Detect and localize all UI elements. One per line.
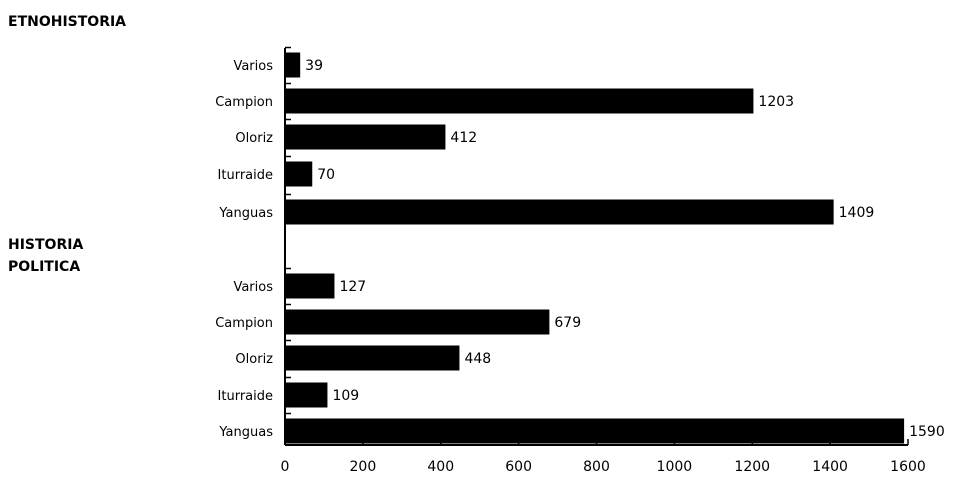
- x-ticks: 0 200 400 600 800 1000 1200 1400 1600: [281, 439, 926, 475]
- value-label: 1203: [758, 94, 794, 110]
- x-tick-label: 800: [583, 459, 610, 475]
- category-label: Yanguas: [218, 206, 273, 221]
- category-labels: Varios Campion Oloriz Iturraide Yanguas Vario…: [215, 59, 273, 440]
- bar-2-oloriz: [285, 345, 460, 371]
- x-tick-label: 0: [281, 459, 290, 475]
- category-label: Varios: [233, 280, 273, 295]
- group-labels: ETNOHISTORIA HISTORIA POLITICA: [8, 14, 126, 275]
- x-tick-label: 1000: [657, 459, 693, 475]
- category-label: Oloriz: [235, 352, 273, 367]
- x-tick-label: 200: [350, 459, 377, 475]
- bar-1-iturraide: [285, 161, 313, 187]
- category-label: Varios: [233, 59, 273, 74]
- value-label: 109: [332, 388, 359, 404]
- bar-2-varios: [285, 273, 335, 299]
- x-tick-label: 400: [427, 459, 454, 475]
- bar-2-yanguas: [285, 418, 905, 444]
- value-label: 127: [339, 279, 366, 295]
- group-label-2-line-2: POLITICA: [8, 259, 80, 275]
- bars: [285, 52, 905, 444]
- value-label: 39: [305, 58, 323, 74]
- value-label: 1409: [839, 205, 875, 221]
- value-label: 1590: [909, 424, 945, 440]
- bar-1-campion: [285, 88, 754, 114]
- bar-2-campion: [285, 309, 550, 335]
- value-labels: 39 1203 412 70 1409 127 679 448 109 1590: [305, 58, 945, 440]
- x-tick-label: 1400: [812, 459, 848, 475]
- category-label: Campion: [215, 316, 273, 331]
- category-label: Iturraide: [218, 389, 273, 404]
- value-label: 448: [464, 351, 491, 367]
- bar-1-yanguas: [285, 199, 834, 225]
- group-label-2-line-1: HISTORIA: [8, 237, 83, 253]
- group-label-1: ETNOHISTORIA: [8, 14, 126, 30]
- category-label: Yanguas: [218, 425, 273, 440]
- value-label: 679: [554, 315, 581, 331]
- bar-2-iturraide: [285, 382, 328, 408]
- category-label: Oloriz: [235, 131, 273, 146]
- category-label: Iturraide: [218, 168, 273, 183]
- x-tick-label: 600: [505, 459, 532, 475]
- x-tick-label: 1200: [734, 459, 770, 475]
- category-label: Campion: [215, 95, 273, 110]
- x-tick-label: 1600: [890, 459, 926, 475]
- value-label: 70: [317, 167, 335, 183]
- value-label: 412: [450, 130, 477, 146]
- bar-1-oloriz: [285, 124, 446, 150]
- bar-1-varios: [285, 52, 301, 78]
